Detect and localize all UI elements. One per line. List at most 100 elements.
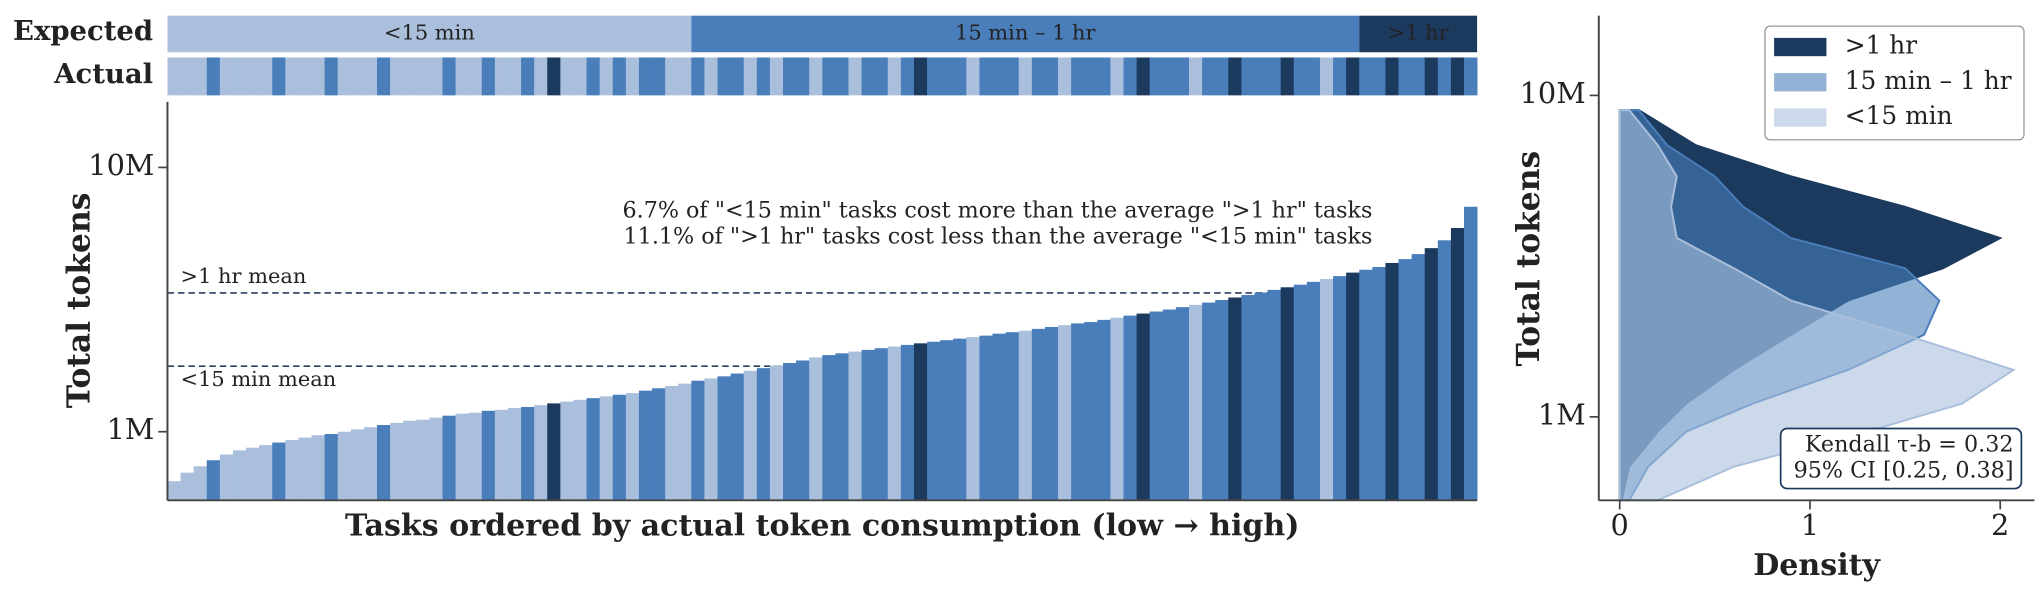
bar: [940, 340, 954, 501]
actual-strip-cell: [612, 57, 627, 96]
actual-strip-cell: [1228, 57, 1242, 96]
bar: [259, 445, 273, 501]
x-axis-label: Density: [1753, 548, 1881, 583]
actual-strip-cell: [1110, 57, 1124, 96]
bar: [652, 388, 666, 501]
bar: [1044, 327, 1059, 501]
actual-strip-cell: [1058, 57, 1072, 96]
actual-strip-cell: [560, 57, 574, 96]
actual-strip-cell: [1149, 57, 1164, 96]
bar: [206, 460, 221, 501]
actual-strip-cell: [1071, 57, 1085, 96]
bar: [691, 380, 705, 501]
bar: [1267, 289, 1282, 501]
bar: [665, 385, 679, 501]
y-tick-label: 1M: [107, 412, 155, 446]
bar: [586, 398, 601, 501]
actual-strip-cell: [377, 57, 391, 96]
bar: [1005, 332, 1020, 501]
actual-strip-cell: [1005, 57, 1020, 96]
bar: [1058, 325, 1072, 501]
actual-strip-cell: [481, 57, 496, 96]
bar: [1018, 330, 1033, 501]
bar: [612, 394, 627, 501]
actual-strip-cell: [232, 57, 247, 96]
bar: [232, 450, 247, 501]
actual-strip-cell: [1202, 57, 1216, 96]
bar: [494, 409, 509, 501]
actual-strip-cell: [691, 57, 705, 96]
actual-strip-cell: [1254, 57, 1268, 96]
actual-strip-cell: [193, 57, 208, 96]
bar: [1293, 284, 1308, 501]
actual-strip-cell: [442, 57, 456, 96]
actual-strip-cell: [953, 57, 967, 96]
bar: [822, 355, 836, 501]
mean-label: <15 min mean: [181, 367, 337, 391]
actual-strip-cell: [822, 57, 836, 96]
bar: [1450, 227, 1465, 501]
bar: [311, 435, 326, 501]
row-label: Expected: [13, 15, 153, 47]
bar: [1319, 279, 1334, 501]
x-axis-label: Tasks ordered by actual token consumptio…: [345, 509, 1299, 544]
actual-strip-cell: [547, 57, 561, 96]
bar: [521, 407, 535, 501]
actual-strip-cell: [1319, 57, 1334, 96]
actual-strip-cell: [1215, 57, 1229, 96]
bar: [927, 341, 941, 501]
bar: [1359, 269, 1373, 501]
actual-strip-cell: [1123, 57, 1137, 96]
actual-strip-cell: [1175, 57, 1190, 96]
y-tick-label: 10M: [88, 148, 154, 182]
bar: [966, 337, 980, 501]
annotation-box: [1779, 427, 2023, 490]
bar: [1372, 266, 1386, 501]
actual-strip-cell: [468, 57, 483, 96]
actual-strip-cell: [1241, 57, 1255, 96]
bar: [625, 393, 640, 501]
bar: [1280, 287, 1295, 501]
actual-strip-cell: [455, 57, 470, 96]
actual-strip-cell: [1411, 57, 1426, 96]
actual-strip-cell: [1031, 57, 1046, 96]
actual-strip-cell: [167, 57, 181, 96]
bar: [1411, 254, 1426, 501]
actual-strip-cell: [429, 57, 443, 96]
bar: [874, 348, 889, 501]
bar: [193, 466, 208, 501]
actual-strip-cell: [219, 57, 234, 96]
bar: [246, 447, 260, 501]
actual-strip-cell: [704, 57, 718, 96]
bar: [678, 383, 692, 501]
expected-segment: [167, 15, 692, 53]
row-label: Actual: [53, 58, 153, 90]
bar: [285, 440, 299, 501]
actual-strip-cell: [1450, 57, 1465, 96]
actual-strip-cell: [259, 57, 273, 96]
bar: [455, 413, 470, 501]
x-tick-label: 1: [1801, 508, 1819, 542]
bar: [1306, 281, 1321, 501]
bar: [730, 373, 745, 501]
actual-strip-cell: [180, 57, 195, 96]
bar: [534, 405, 548, 501]
actual-strip-cell: [927, 57, 941, 96]
actual-strip-cell: [363, 57, 378, 96]
bar: [547, 403, 561, 501]
actual-strip-cell: [887, 57, 902, 96]
actual-strip-cell: [390, 57, 404, 96]
actual-strip-cell: [992, 57, 1007, 96]
bar: [1097, 319, 1111, 501]
actual-strip-cell: [1267, 57, 1282, 96]
actual-strip-cell: [1385, 57, 1399, 96]
bar: [835, 353, 849, 501]
expected-label: <15 min: [384, 20, 475, 44]
annotation: 11.1% of ">1 hr" tasks cost less than th…: [624, 224, 1373, 250]
bar: [272, 442, 286, 501]
actual-strip-cell: [638, 57, 653, 96]
actual-strip-cell: [1293, 57, 1308, 96]
actual-strip-cell: [1359, 57, 1373, 96]
bar: [769, 365, 784, 501]
legend-swatch: [1774, 108, 1827, 127]
